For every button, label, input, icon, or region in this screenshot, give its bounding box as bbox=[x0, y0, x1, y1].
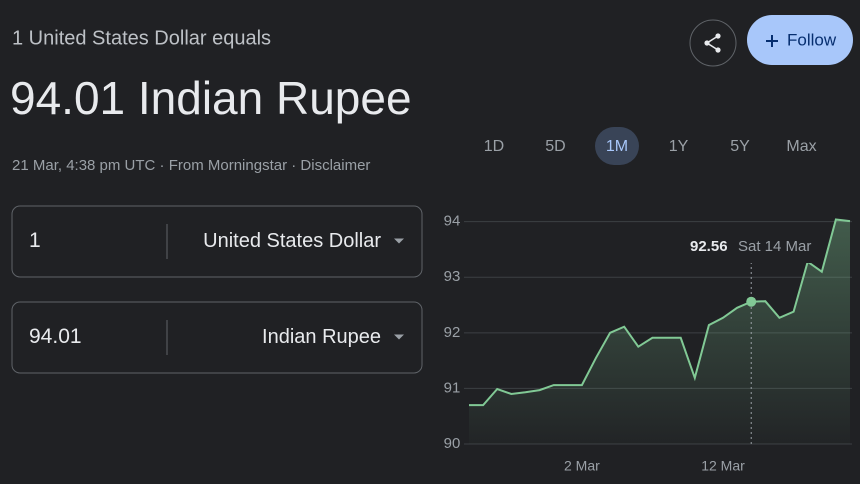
tooltip-box bbox=[672, 230, 822, 263]
y-tick-label: 92 bbox=[444, 324, 461, 341]
range-tab[interactable]: Max bbox=[786, 138, 816, 155]
converter: 1 United States Dollar 94.01 Indian Rupee bbox=[11, 205, 423, 374]
share-button[interactable] bbox=[689, 19, 737, 67]
amount[interactable]: 1 bbox=[29, 229, 41, 252]
subtitle: 1 United States Dollar equals bbox=[12, 27, 271, 49]
dropdown-arrow bbox=[394, 238, 404, 244]
range-tab[interactable]: 5D bbox=[545, 138, 565, 155]
x-tick-label: 12 Mar bbox=[701, 458, 745, 474]
dropdown-arrow bbox=[394, 334, 404, 340]
y-tick-label: 90 bbox=[444, 435, 461, 452]
result: 94.01 Indian Rupee bbox=[10, 72, 412, 124]
y-tick-label: 94 bbox=[444, 213, 461, 230]
follow-button[interactable]: Follow bbox=[747, 15, 853, 65]
range-tab[interactable]: 1D bbox=[484, 138, 504, 155]
currency[interactable]: United States Dollar bbox=[203, 230, 381, 252]
amount[interactable]: 94.01 bbox=[29, 325, 82, 348]
tooltip-date: Sat 14 Mar bbox=[738, 238, 811, 255]
converter-box[interactable] bbox=[11, 301, 423, 374]
chart: 90 91 92 93 94 2 Mar 12 Mar 92.56 Sat 14 Mar bbox=[444, 213, 852, 474]
range-tab[interactable]: 5Y bbox=[730, 138, 750, 155]
area bbox=[469, 219, 850, 444]
range-tab[interactable]: 1Y bbox=[669, 138, 689, 155]
range-tab[interactable]: 1M bbox=[606, 138, 628, 155]
plus-icon bbox=[766, 35, 778, 47]
converter-box[interactable] bbox=[11, 205, 423, 278]
currency[interactable]: Indian Rupee bbox=[262, 326, 381, 348]
line bbox=[469, 218, 851, 407]
y-tick-label: 91 bbox=[444, 379, 461, 396]
follow-label[interactable]: Follow bbox=[787, 30, 837, 49]
x-tick-label: 2 Mar bbox=[564, 458, 600, 474]
y-tick-label: 93 bbox=[444, 268, 461, 285]
tooltip-value: 92.56 bbox=[690, 238, 728, 255]
source: 21 Mar, 4:38 pm UTC · From Morningstar ·… bbox=[12, 157, 370, 174]
follow-bg[interactable] bbox=[747, 15, 853, 65]
range-tabs: 1D 5D 1M 1Y 5Y Max bbox=[484, 127, 817, 165]
hover-point bbox=[746, 296, 757, 307]
selected-tab[interactable] bbox=[595, 127, 639, 165]
share-icon bbox=[705, 35, 719, 51]
share-circle[interactable] bbox=[689, 19, 737, 67]
